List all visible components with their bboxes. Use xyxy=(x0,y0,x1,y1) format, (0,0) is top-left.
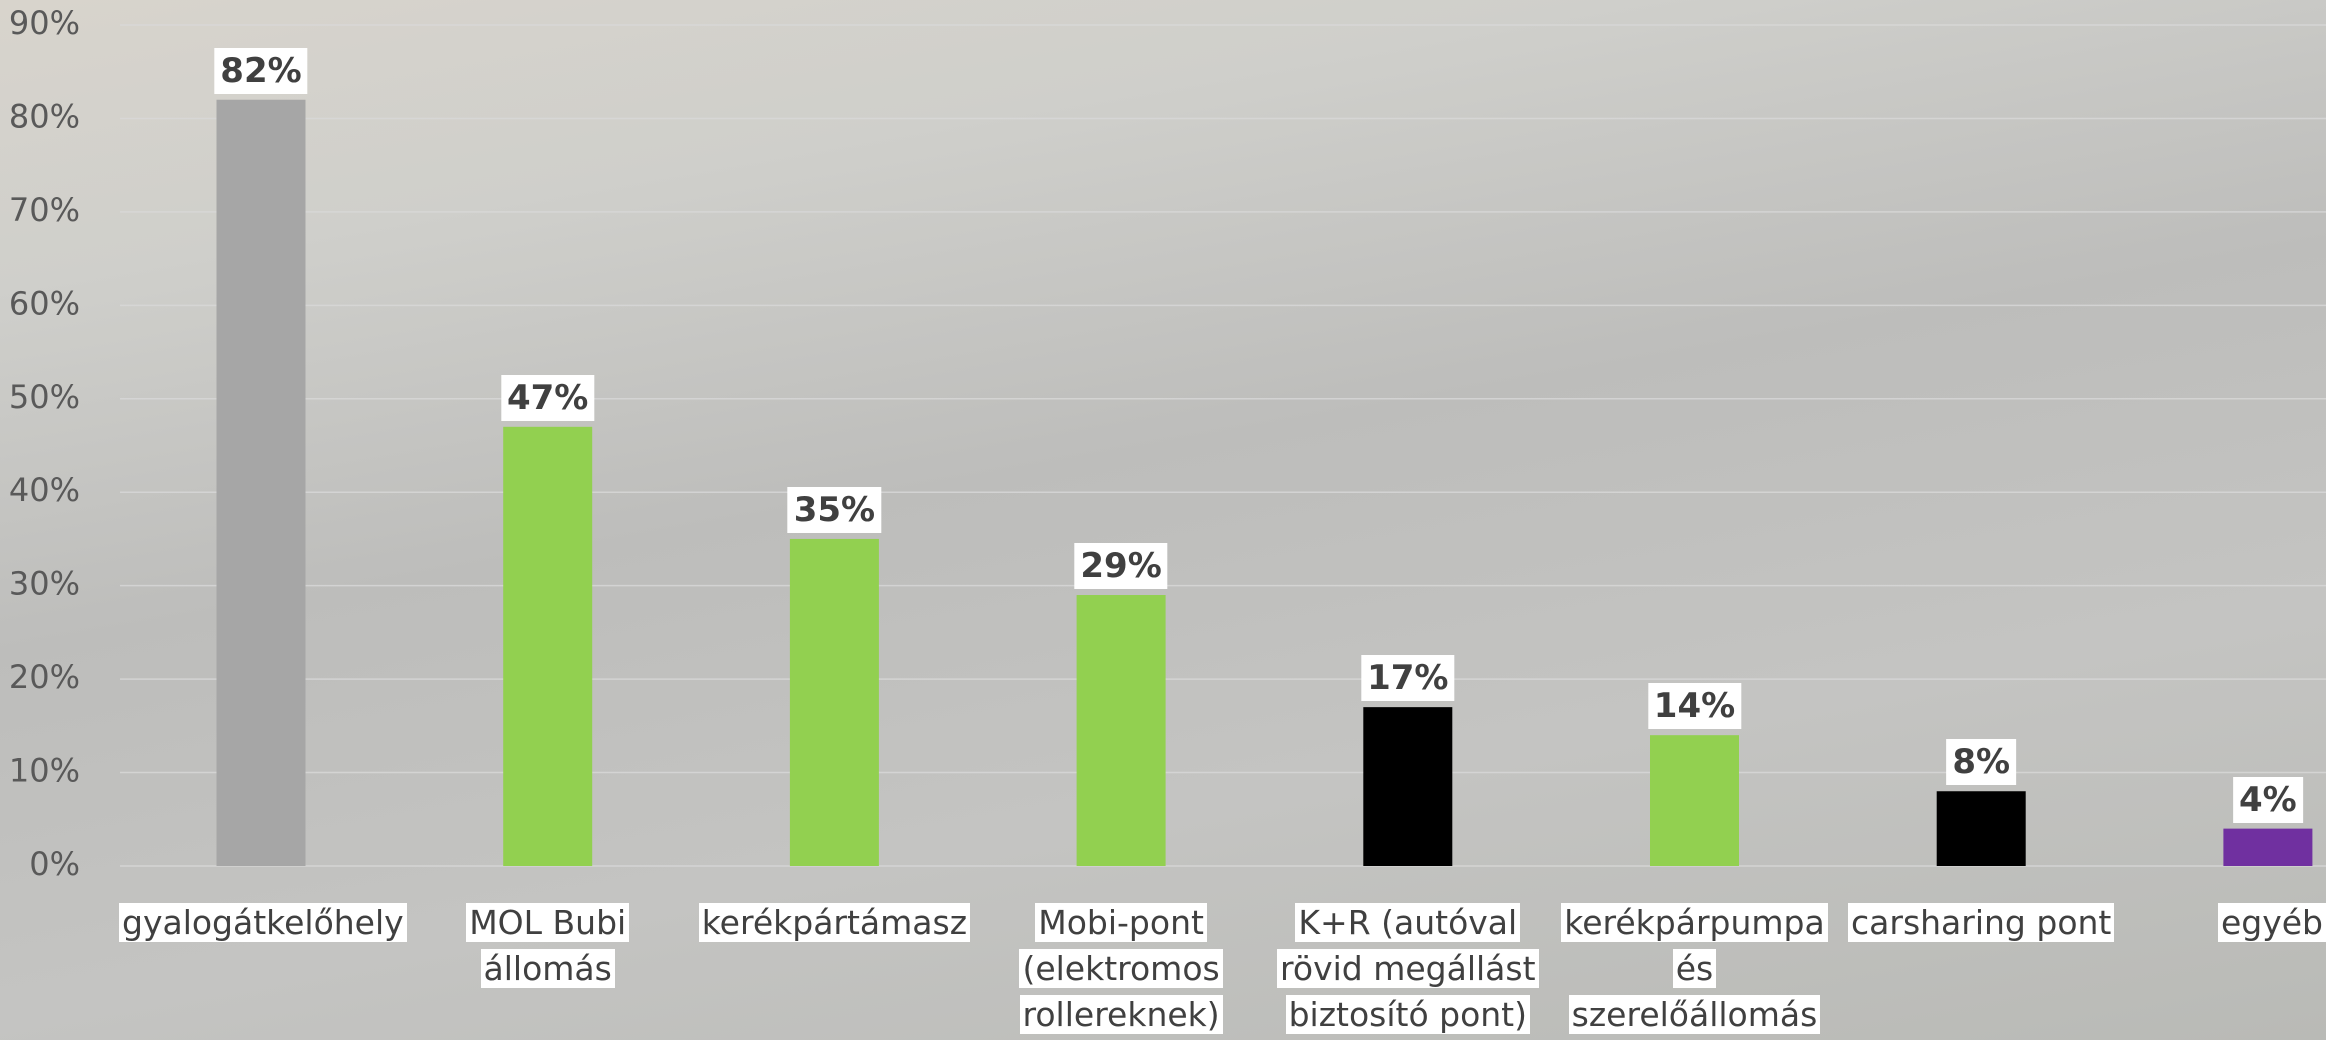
category-text: Mobi-pont (elektromos rollereknek) xyxy=(1019,903,1222,1034)
category-text: gyalogátkelőhely xyxy=(119,903,407,942)
category-text: kerékpártámasz xyxy=(699,903,970,942)
bar xyxy=(1363,707,1452,866)
value-label: 8% xyxy=(1946,739,2016,785)
category-text: kerékpárpumpa és szerelőállomás xyxy=(1561,903,1827,1034)
x-tick-label: MOL Bubi állomás xyxy=(406,900,690,992)
y-tick-label: 80% xyxy=(9,97,80,135)
plot: 0% 10% 20% 30% 40% 50% 60% 70% 80% 90% xyxy=(0,0,2326,1040)
chart: 0% 10% 20% 30% 40% 50% 60% 70% 80% 90% 82% gyalogá… xyxy=(0,0,2326,1040)
category-text: MOL Bubi állomás xyxy=(466,903,629,988)
y-tick-label: 10% xyxy=(9,752,80,790)
y-tick-label: 60% xyxy=(9,284,80,322)
bar xyxy=(1650,735,1739,866)
value-label: 4% xyxy=(2233,777,2303,823)
x-tick-label: K+R (autóval rövid megállást biztosító p… xyxy=(1266,900,1550,1038)
y-tick-label: 50% xyxy=(9,378,80,416)
x-tick-label: kerékpártámasz xyxy=(692,900,976,946)
y-tick-label: 30% xyxy=(9,565,80,603)
y-tick-label: 70% xyxy=(9,191,80,229)
bar xyxy=(217,100,306,866)
value-label: 35% xyxy=(788,487,881,533)
bar xyxy=(503,427,592,866)
bar xyxy=(1077,595,1166,866)
value-label: 14% xyxy=(1648,683,1741,729)
value-label: 82% xyxy=(214,48,307,94)
x-tick-label: gyalogátkelőhely xyxy=(119,900,403,946)
value-label: 17% xyxy=(1361,655,1454,701)
y-tick-label: 40% xyxy=(9,471,80,509)
category-text: egyéb xyxy=(2218,903,2326,942)
bar xyxy=(1937,791,2026,866)
y-tick-label: 90% xyxy=(9,4,80,42)
category-text: K+R (autóval rövid megállást biztosító p… xyxy=(1277,903,1538,1034)
y-tick-label: 0% xyxy=(29,845,80,883)
value-label: 29% xyxy=(1074,543,1167,589)
x-tick-label: egyéb xyxy=(2042,900,2326,946)
bar xyxy=(790,539,879,866)
y-tick-label: 20% xyxy=(9,658,80,696)
bar xyxy=(2223,829,2312,866)
x-tick-label: Mobi-pont (elektromos rollereknek) xyxy=(979,900,1263,1038)
value-label: 47% xyxy=(501,375,594,421)
x-tick-label: kerékpárpumpa és szerelőállomás xyxy=(1553,900,1837,1038)
